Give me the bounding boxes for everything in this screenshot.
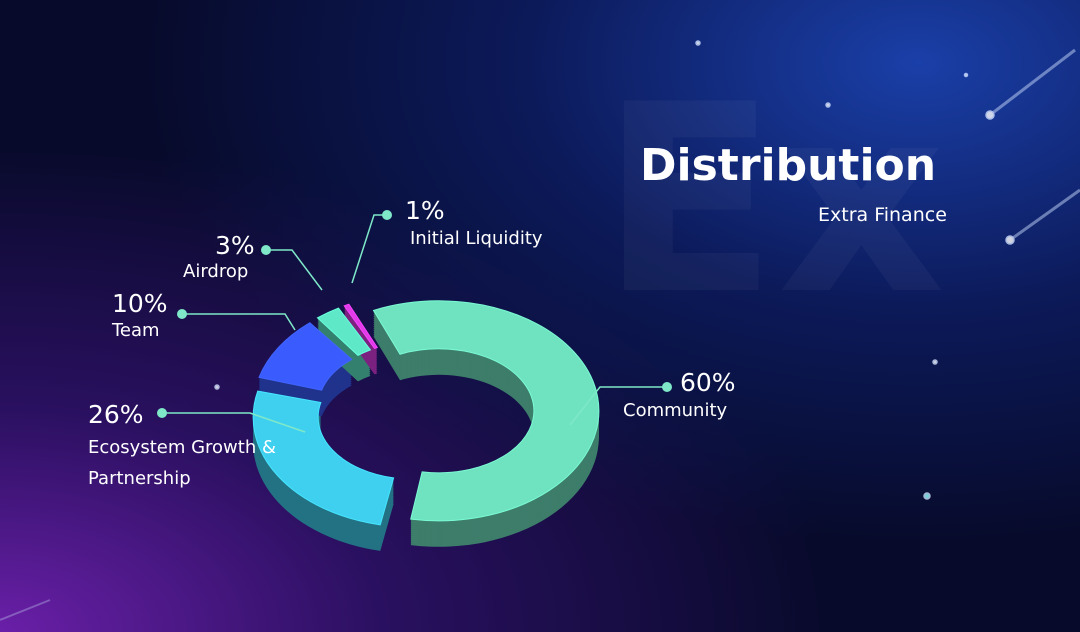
- slice: [258, 322, 353, 391]
- category-label: Community: [623, 400, 728, 421]
- leader-lines: [162, 214, 667, 433]
- slice: [252, 390, 395, 526]
- value-label: 60%: [680, 368, 736, 397]
- brand: Extra Finance: [818, 204, 947, 226]
- category-label: Initial Liquidity: [410, 228, 543, 249]
- value-label: 3%: [215, 231, 255, 260]
- category-label: Team: [112, 320, 160, 341]
- value-label: 1%: [405, 196, 445, 225]
- category-label: Ecosystem Growth & Partnership: [88, 437, 276, 489]
- donut: [252, 300, 600, 551]
- value-label: 26%: [88, 400, 144, 429]
- leader-dots: [157, 210, 672, 418]
- value-label: 10%: [112, 289, 168, 318]
- slice: [343, 303, 379, 349]
- slice: [316, 307, 372, 356]
- watermark: Ex: [600, 50, 945, 352]
- decoration: [0, 40, 1080, 621]
- slice: [372, 300, 600, 522]
- title: Distribution: [640, 140, 937, 191]
- category-label: Airdrop: [183, 261, 249, 282]
